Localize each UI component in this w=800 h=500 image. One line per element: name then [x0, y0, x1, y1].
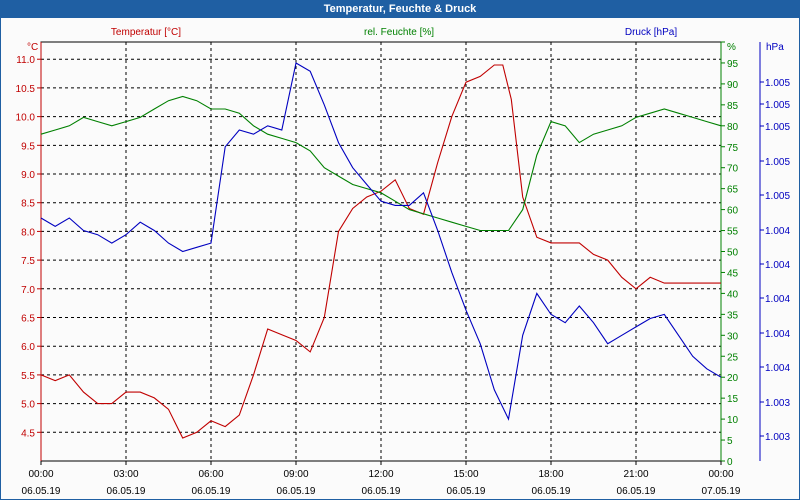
axes: 4.5 5.0 5.5 6.0 6.5 7.0 7.5 8.0 8.5 9.0 9.5 10.0 10.… — [16, 41, 790, 497]
pressure-tick-label: 1.005 — [765, 191, 790, 202]
humidity-tick-label: 30 — [727, 331, 739, 342]
temp-tick-label: 7.0 — [21, 285, 35, 296]
legend-pressure: Druck [hPa] — [625, 27, 677, 38]
x-tick-date: 06.05.19 — [107, 486, 146, 497]
pressure-tick-label: 1.004 — [765, 226, 790, 237]
pressure-tick-label: 1.005 — [765, 78, 790, 89]
x-tick-date: 07.05.19 — [702, 486, 741, 497]
humidity-tick-label: 65 — [727, 185, 739, 196]
grid — [41, 42, 721, 461]
temp-tick-label: 9.0 — [21, 170, 35, 181]
pressure-tick-label: 1.005 — [765, 100, 790, 111]
x-tick-date: 06.05.19 — [617, 486, 656, 497]
pressure-tick-label: 1.005 — [765, 157, 790, 168]
x-tick-time: 03:00 — [113, 469, 138, 480]
temp-tick-label: 6.5 — [21, 314, 35, 325]
temp-tick-label: 4.5 — [21, 428, 35, 439]
series-line-pressure — [40, 62, 722, 421]
axis-unit-temperature: °C — [27, 42, 38, 53]
x-tick-date: 06.05.19 — [362, 486, 401, 497]
temp-tick-label: 10.5 — [16, 84, 36, 95]
x-tick-date: 06.05.19 — [447, 486, 486, 497]
temp-tick-label: 9.5 — [21, 141, 35, 152]
x-tick-time: 21:00 — [623, 469, 648, 480]
window-title: Temperatur, Feuchte & Druck — [1, 1, 799, 18]
x-tick-time: 18:00 — [538, 469, 563, 480]
humidity-tick-label: 85 — [727, 101, 739, 112]
x-tick-time: 00:00 — [708, 469, 733, 480]
temp-tick-label: 6.0 — [21, 342, 35, 353]
humidity-tick-label: 25 — [727, 352, 739, 363]
humidity-tick-label: 0 — [727, 457, 733, 468]
x-tick-time: 06:00 — [198, 469, 223, 480]
pressure-tick-label: 1.003 — [765, 432, 790, 443]
x-tick-time: 12:00 — [368, 469, 393, 480]
humidity-tick-label: 15 — [727, 394, 739, 405]
x-tick-time: 00:00 — [28, 469, 53, 480]
legend-humidity: rel. Feuchte [%] — [364, 27, 434, 38]
temp-tick-label: 7.5 — [21, 256, 35, 267]
humidity-tick-label: 70 — [727, 164, 739, 175]
legend-temperature: Temperatur [°C] — [111, 27, 181, 38]
humidity-tick-label: 5 — [727, 436, 733, 447]
x-tick-date: 06.05.19 — [277, 486, 316, 497]
x-tick-time: 09:00 — [283, 469, 308, 480]
humidity-tick-label: 35 — [727, 310, 739, 321]
x-tick-date: 06.05.19 — [532, 486, 571, 497]
temp-tick-label: 8.5 — [21, 199, 35, 210]
series-layer — [40, 62, 722, 439]
series-line-temperature — [40, 64, 721, 439]
x-tick-time: 15:00 — [453, 469, 478, 480]
humidity-tick-label: 20 — [727, 373, 739, 384]
humidity-tick-label: 40 — [727, 289, 739, 300]
humidity-tick-label: 75 — [727, 143, 739, 154]
humidity-tick-label: 50 — [727, 248, 739, 259]
x-tick-date: 06.05.19 — [22, 486, 61, 497]
humidity-tick-label: % — [727, 42, 736, 53]
x-tick-date: 06.05.19 — [192, 486, 231, 497]
axis-unit-pressure: hPa — [766, 42, 784, 53]
temp-tick-label: 5.0 — [21, 400, 35, 411]
pressure-tick-label: 1.003 — [765, 398, 790, 409]
humidity-tick-label: 90 — [727, 80, 739, 91]
temp-tick-label: 5.5 — [21, 371, 35, 382]
pressure-tick-label: 1.004 — [765, 294, 790, 305]
humidity-tick-label: 95 — [727, 59, 739, 70]
series-line-humidity — [40, 95, 722, 232]
temp-tick-label: 8.0 — [21, 227, 35, 238]
humidity-tick-label: 45 — [727, 268, 739, 279]
pressure-tick-label: 1.004 — [765, 329, 790, 340]
chart-canvas: 4.5 5.0 5.5 6.0 6.5 7.0 7.5 8.0 8.5 9.0 9.5 10.0 10.… — [16, 27, 791, 497]
pressure-tick-label: 1.004 — [765, 260, 790, 271]
temp-tick-label: 11.0 — [16, 55, 35, 66]
pressure-tick-label: 1.005 — [765, 122, 790, 133]
humidity-tick-label: 60 — [727, 206, 739, 217]
humidity-tick-label: 80 — [727, 122, 739, 133]
humidity-tick-label: 10 — [727, 415, 739, 426]
pressure-tick-label: 1.004 — [765, 363, 790, 374]
temp-tick-label: 10.0 — [16, 113, 36, 124]
humidity-tick-label: 55 — [727, 227, 739, 238]
